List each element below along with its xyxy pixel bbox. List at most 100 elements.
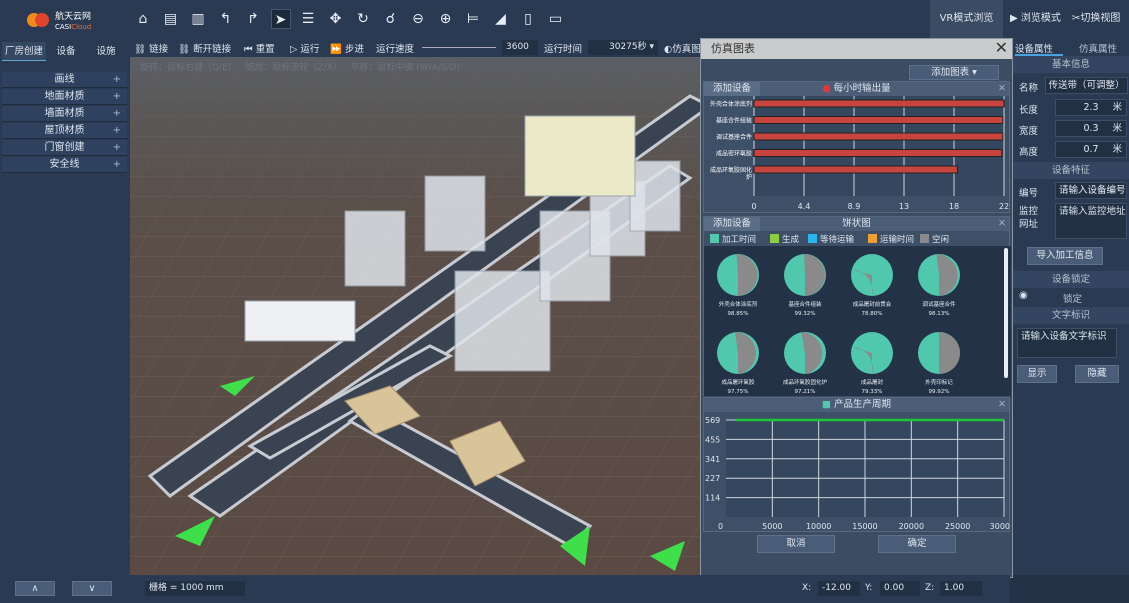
close-icon[interactable]: ✕: [998, 218, 1006, 229]
reset-button[interactable]: ⏮ 重置: [244, 44, 275, 55]
time-select[interactable]: 30275秒 ▾: [588, 40, 658, 55]
move-icon[interactable]: ✥: [329, 11, 342, 27]
simulation-toolbar: ⛓ 链接 ⛓ 断开链接 ⏮ 重置 ▷ 运行 ⏩ 步进 运行速度 3600 运行时…: [130, 38, 700, 57]
ok-button[interactable]: 确定: [878, 535, 956, 553]
step-button[interactable]: ⏩ 步进: [330, 44, 364, 55]
menu-item[interactable]: 屋顶材质 +: [2, 123, 127, 139]
lock-radio[interactable]: ◉: [1019, 290, 1028, 301]
name-label: 名称: [1019, 83, 1039, 94]
redo-icon[interactable]: ↱: [247, 11, 259, 27]
tab-device[interactable]: 设备: [56, 46, 76, 57]
tab-device-props[interactable]: 设备属性: [1015, 41, 1063, 56]
bar: [753, 116, 1004, 124]
switch-view-button[interactable]: ✂切换视图: [1072, 13, 1121, 24]
pie-label: 外壳合体涂底剂: [719, 300, 758, 308]
cancel-button[interactable]: 取消: [757, 535, 835, 553]
browse-mode-button[interactable]: ▶ 浏览模式: [1010, 13, 1061, 24]
unlink-button[interactable]: ⛓ 断开链接: [178, 44, 232, 55]
rotate-icon[interactable]: ↻: [357, 11, 369, 27]
text-label-input[interactable]: 请输入设备文字标识: [1017, 328, 1117, 358]
zoom-in-icon[interactable]: ⊕: [439, 11, 452, 27]
list-icon[interactable]: ☰: [301, 11, 315, 27]
menu-item[interactable]: 地面材质 +: [2, 89, 127, 105]
name-field[interactable]: 传送带（可调整）: [1045, 77, 1128, 94]
menu-item[interactable]: 门窗创建 +: [2, 140, 127, 156]
select-icon[interactable]: ➤: [270, 9, 291, 29]
grid-size: 栅格 = 1000 mm: [145, 581, 245, 596]
add-chart-dropdown[interactable]: 添加图表 ▾: [909, 65, 999, 80]
x-tick-label: 20000: [899, 522, 924, 531]
y-label: Y:: [865, 583, 873, 593]
import-button[interactable]: 导入加工信息: [1027, 247, 1103, 265]
bar: [753, 132, 1004, 141]
boxes: [344, 385, 526, 487]
scroll-down-button[interactable]: ∨: [72, 581, 112, 596]
menu-item[interactable]: 墙面材质 +: [2, 106, 127, 122]
pie-label: 外壳印标记: [925, 378, 953, 386]
category-label: 调试基座合件: [716, 133, 752, 141]
close-icon[interactable]: ✕: [998, 83, 1006, 94]
width-field[interactable]: 0.3 米: [1055, 120, 1127, 137]
speed-slider[interactable]: [422, 47, 496, 48]
height-field[interactable]: 0.7 米: [1055, 141, 1127, 158]
svg-text:CASICloud: CASICloud: [55, 23, 91, 31]
save-icon[interactable]: ▤: [163, 11, 178, 27]
save-as-icon[interactable]: ▥: [191, 11, 205, 27]
run-button[interactable]: ▷ 运行: [290, 44, 320, 55]
legend-swatch: [808, 234, 817, 243]
tab-sim-props[interactable]: 仿真属性: [1079, 44, 1118, 55]
plus-icon: +: [112, 142, 121, 153]
bar-chart-panel: 添加设备 ● 每小时输出量 ✕ 0 4.4 8.9 13 18 22 外壳合体涂底剂 基座合件组装…: [703, 81, 1010, 213]
legend-label: 运输时间: [880, 234, 914, 245]
tab-facility[interactable]: 设施: [96, 46, 116, 57]
machines: [244, 115, 681, 372]
home-icon[interactable]: ⌂: [138, 11, 148, 27]
add-device-button[interactable]: 添加设备: [704, 82, 760, 96]
sim-chart-button[interactable]: ◐仿真图表: [664, 44, 700, 55]
scroll-up-button[interactable]: ∧: [15, 581, 55, 596]
width-label: 宽度: [1019, 126, 1039, 137]
pie-label: 调试基座合件: [922, 300, 956, 308]
pie-slice-idle: [801, 332, 823, 374]
y-tick-label: 341: [705, 455, 720, 464]
monitor-label: 监控网址: [1019, 206, 1039, 230]
menu-item[interactable]: 安全线 +: [2, 157, 127, 173]
section-lock: 设备锁定: [1013, 271, 1129, 288]
hide-button[interactable]: 隐藏: [1075, 365, 1119, 383]
pie-label: 基座合件组装: [788, 300, 822, 308]
length-field[interactable]: 2.3 米: [1055, 99, 1127, 116]
close-icon[interactable]: ✕: [994, 38, 1008, 57]
x-tick-label: 18: [949, 202, 959, 211]
plus-icon: +: [112, 159, 121, 170]
x-coordinate: -12.00: [818, 581, 860, 596]
add-device-button[interactable]: 添加设备: [704, 217, 760, 231]
measure-icon[interactable]: ◢: [495, 11, 506, 27]
undo-icon[interactable]: ↰: [219, 11, 232, 27]
close-icon[interactable]: ✕: [998, 399, 1006, 410]
show-button[interactable]: 显示: [1017, 365, 1057, 383]
section-text: 文字标识: [1013, 307, 1129, 324]
category-label: 成品环氧胶固化炉: [710, 166, 752, 181]
pie-value: 97.75%: [728, 389, 749, 395]
x-tick-label: 0: [751, 202, 756, 211]
menu-item[interactable]: 画线 +: [2, 72, 127, 88]
zoom-out-icon[interactable]: ⊖: [412, 11, 424, 27]
monitor-input[interactable]: 请输入监控地址: [1055, 203, 1127, 239]
screen-icon[interactable]: ▭: [548, 11, 563, 27]
tab-factory[interactable]: 厂房创建: [2, 42, 46, 61]
link-button[interactable]: ⛓ 链接: [134, 44, 169, 55]
x-tick-label: 10000: [806, 522, 831, 531]
time-label: 运行时间: [544, 44, 583, 55]
speed-label: 运行速度: [376, 44, 415, 55]
scale-icon[interactable]: ☌: [385, 11, 396, 27]
plus-icon: +: [112, 74, 121, 85]
chart-title: 产品生产周期: [833, 399, 891, 410]
speed-input[interactable]: 3600: [502, 40, 538, 55]
category-label: 外壳合体涂底剂: [710, 100, 752, 108]
vr-mode-button[interactable]: VR模式浏览: [930, 0, 1003, 38]
pie-label: 成品环氧胶固化炉: [783, 378, 828, 386]
align-icon[interactable]: ⊨: [466, 11, 480, 27]
line-chart-panel: ■ 产品生产周期 ✕ 569 455 341 227 114 0 5000 10000 15000…: [703, 397, 1010, 532]
id-input[interactable]: 请输入设备编号: [1055, 182, 1127, 199]
delete-icon[interactable]: ▯: [524, 11, 532, 27]
